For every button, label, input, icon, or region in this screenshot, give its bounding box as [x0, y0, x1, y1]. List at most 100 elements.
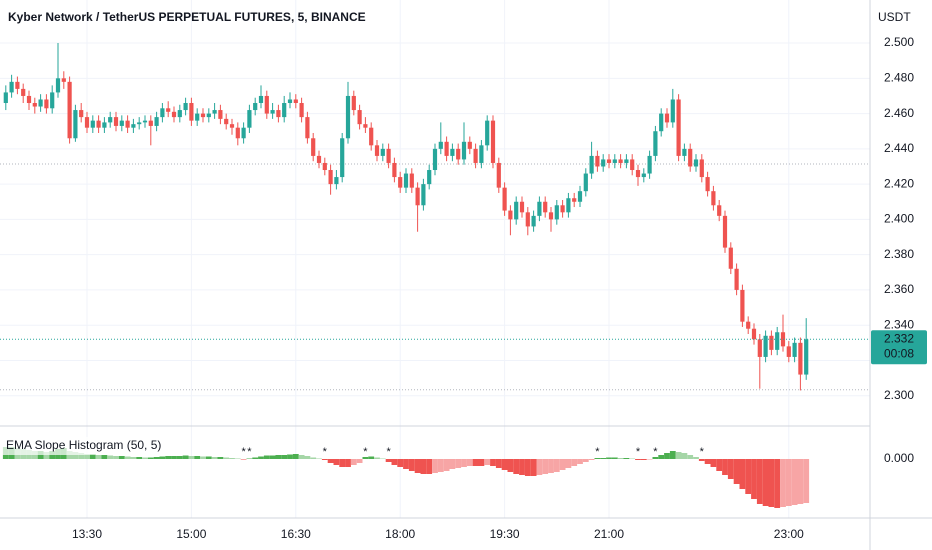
signal-marker: *: [241, 446, 246, 458]
histogram-bar: [107, 455, 114, 459]
signal-marker: *: [323, 446, 328, 458]
candle-body: [189, 103, 194, 121]
y-tick-label: 2.360: [884, 282, 914, 296]
histogram-bar: [211, 457, 218, 459]
candle-body: [415, 187, 420, 206]
candle-body: [154, 117, 159, 126]
candle-body: [55, 78, 61, 93]
candle-body: [334, 177, 339, 185]
histogram-bar: [182, 455, 189, 459]
histogram-bar: [217, 457, 224, 459]
histogram-bar: [229, 458, 235, 459]
histogram-bar: [350, 459, 357, 465]
histogram-bar: [124, 456, 131, 459]
histogram-bar: [490, 459, 496, 466]
histogram-bar: [588, 459, 595, 460]
histogram-bar: [420, 459, 427, 474]
candle-body: [177, 110, 182, 118]
histogram-bar: [316, 458, 322, 459]
histogram-bar: [484, 459, 491, 465]
candle-body: [345, 95, 351, 139]
histogram-bar: [101, 455, 108, 459]
candle-body: [9, 81, 14, 93]
candle-body: [357, 110, 362, 125]
histogram-bar: [298, 455, 305, 459]
candle-body: [572, 198, 577, 202]
candle-body: [287, 99, 293, 104]
histogram-bar: [403, 459, 409, 469]
candle-body: [438, 141, 443, 149]
candle-body: [548, 212, 554, 220]
candle-body: [160, 108, 165, 118]
candle-body: [664, 113, 670, 123]
candle-body: [171, 111, 177, 118]
candle-body: [224, 118, 229, 125]
histogram-bar: [153, 457, 160, 459]
x-tick-label: 15:00: [176, 527, 206, 541]
candle-body: [264, 95, 269, 114]
histogram-bar: [681, 453, 688, 459]
candle-body: [659, 113, 664, 132]
candle-body: [351, 95, 356, 111]
candle-body: [595, 155, 600, 167]
histogram-bar: [472, 459, 479, 466]
x-tick-label: 16:30: [281, 527, 311, 541]
histogram-bar: [629, 458, 636, 459]
histogram-bar: [594, 458, 601, 459]
histogram-bar: [84, 454, 90, 459]
histogram-bar: [774, 459, 781, 508]
y-tick-label: 2.380: [884, 247, 914, 261]
histogram-bar: [362, 457, 369, 459]
candle-body: [740, 289, 745, 322]
histogram-bar: [559, 459, 566, 470]
candle-body: [653, 131, 658, 156]
signal-marker: *: [636, 446, 641, 458]
candle-body: [305, 117, 310, 139]
candle-body: [218, 110, 223, 119]
histogram-bar: [327, 459, 334, 463]
candle-body: [717, 205, 722, 216]
histogram-bar: [710, 459, 717, 467]
candle-body: [490, 120, 496, 163]
y-tick-label: 2.480: [884, 70, 914, 84]
candle-body: [577, 191, 583, 202]
histogram-bar: [519, 459, 525, 475]
candle-body: [316, 155, 322, 163]
candle-body: [142, 120, 148, 123]
candle-body: [804, 339, 809, 375]
candle-body: [728, 247, 733, 269]
histogram-bar: [397, 459, 404, 467]
candle-body: [119, 120, 124, 126]
candle-body: [137, 122, 142, 125]
histogram-bar: [640, 459, 647, 460]
candle-body: [496, 162, 501, 188]
y-tick-label: 2.500: [884, 35, 914, 49]
candle-body: [763, 335, 768, 357]
candle-body: [543, 201, 548, 213]
candle-body: [90, 120, 95, 128]
candle-body: [461, 141, 467, 160]
candle-body: [212, 110, 217, 114]
candle-body: [699, 159, 704, 178]
histogram-bar: [72, 452, 79, 459]
histogram-bar: [205, 456, 212, 459]
histogram-bar: [147, 457, 154, 459]
candle-body: [647, 155, 652, 174]
candle-body: [125, 120, 130, 128]
candle-body: [786, 346, 791, 357]
histogram-bar: [118, 456, 125, 459]
x-tick-label: 13:30: [72, 527, 102, 541]
histogram-bar: [565, 459, 572, 468]
histogram-bar: [797, 459, 804, 504]
candle-body: [50, 92, 55, 109]
histogram-bar: [623, 458, 630, 459]
indicator-title: EMA Slope Histogram (50, 5): [6, 438, 161, 452]
candle-body: [96, 120, 101, 128]
histogram-bar: [339, 459, 346, 467]
candle-body: [247, 110, 252, 128]
histogram-bar: [704, 459, 711, 464]
candle-body: [606, 159, 612, 163]
candle-body: [113, 117, 119, 126]
y-tick-label: 2.460: [884, 106, 914, 120]
histogram-bar: [333, 459, 340, 465]
